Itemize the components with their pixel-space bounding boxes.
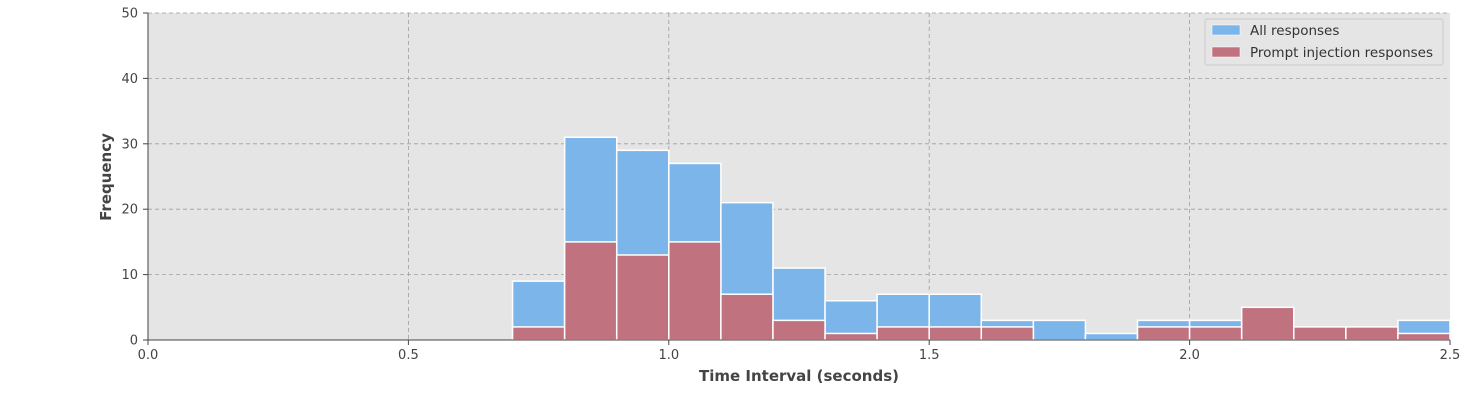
grid-lines — [148, 12, 1450, 340]
legend-label-all-responses: All responses — [1250, 23, 1339, 39]
bar-prompt-injection-responses — [615, 254, 670, 341]
bar-prompt-injection-responses — [511, 326, 566, 341]
x-tick-label: 2.5 — [1440, 348, 1461, 363]
x-tick-label: 2.0 — [1179, 348, 1200, 363]
series-prompt-injection-responses — [511, 241, 1451, 341]
bar-prompt-injection-responses — [1136, 326, 1191, 341]
bar-prompt-injection-responses — [1397, 332, 1451, 341]
legend: All responses Prompt injection responses — [1204, 18, 1444, 66]
legend-box — [1204, 18, 1444, 66]
x-axis-title: Time Interval (seconds) — [699, 367, 899, 385]
bar-prompt-injection-responses — [980, 326, 1035, 341]
bar-prompt-injection-responses — [720, 293, 774, 341]
y-ticks: 0 10 20 30 40 50 — [121, 7, 148, 349]
bar-prompt-injection-responses — [928, 326, 983, 341]
legend-label-prompt-injection-responses: Prompt injection responses — [1250, 45, 1433, 61]
y-tick-label: 20 — [121, 203, 138, 218]
x-ticks: 0.0 0.5 1.0 1.5 2.0 2.5 — [138, 340, 1461, 363]
y-tick-label: 0 — [130, 334, 138, 349]
y-tick-label: 40 — [121, 72, 138, 87]
bar-all-responses — [1032, 319, 1087, 341]
bar-prompt-injection-responses — [876, 326, 930, 341]
bar-all-responses — [1084, 332, 1139, 341]
bar-prompt-injection-responses — [1188, 326, 1243, 341]
bar-prompt-injection-responses — [563, 241, 618, 341]
y-axis-title: Frequency — [97, 133, 115, 221]
x-tick-label: 0.0 — [138, 348, 159, 363]
x-tick-label: 0.5 — [398, 348, 419, 363]
x-tick-label: 1.5 — [919, 348, 940, 363]
bar-prompt-injection-responses — [772, 319, 826, 341]
y-tick-label: 50 — [121, 7, 138, 22]
y-tick-label: 30 — [121, 137, 138, 152]
bar-prompt-injection-responses — [1240, 306, 1295, 341]
bar-prompt-injection-responses — [668, 241, 722, 341]
legend-swatch-prompt-injection-responses — [1211, 46, 1241, 58]
bar-prompt-injection-responses — [1345, 326, 1399, 341]
legend-swatch-all-responses — [1211, 24, 1241, 36]
x-tick-label: 1.0 — [658, 348, 679, 363]
bar-prompt-injection-responses — [824, 332, 878, 341]
bar-prompt-injection-responses — [1293, 326, 1347, 341]
y-tick-label: 10 — [121, 268, 138, 283]
